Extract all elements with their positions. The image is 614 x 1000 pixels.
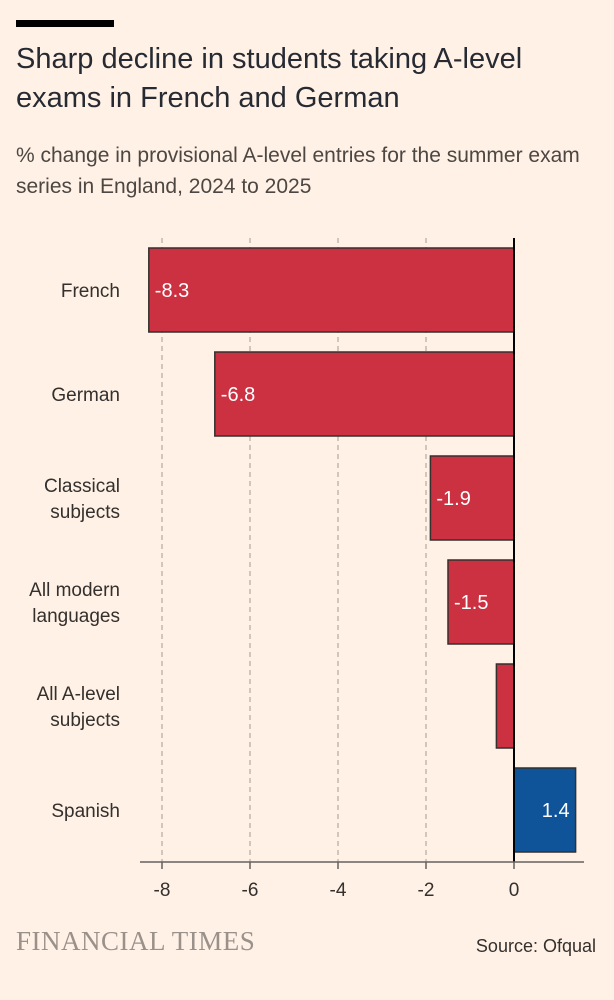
chart-subtitle: % change in provisional A-level entries … xyxy=(16,144,580,198)
bar xyxy=(513,767,577,853)
x-tick-label: -4 xyxy=(330,880,347,901)
bar xyxy=(495,663,515,749)
bar-value-label: -1.5 xyxy=(454,592,488,614)
bar-value-label: -8.3 xyxy=(155,280,189,302)
source-note: Source: Ofqual xyxy=(475,936,596,956)
category-label: German xyxy=(51,385,120,406)
x-tick-label: -2 xyxy=(418,880,435,901)
x-tick-label: 0 xyxy=(509,880,520,901)
bar-chart: -8.3 French -6.8 German -1.9 Classical subject… xyxy=(29,238,584,901)
category-label: French xyxy=(61,281,120,302)
ft-logo: FINANCIAL TIMES xyxy=(16,926,256,956)
bar xyxy=(429,455,515,541)
bar-value-label: -6.8 xyxy=(221,384,255,406)
category-label: Classical xyxy=(44,476,120,497)
x-tick-label: -6 xyxy=(242,880,259,901)
bar xyxy=(148,247,515,333)
category-label: subjects xyxy=(50,710,120,731)
bar xyxy=(447,559,515,645)
bar xyxy=(214,351,515,437)
category-label: languages xyxy=(32,606,120,627)
bar-value-label: -1.9 xyxy=(436,488,470,510)
category-label: All A-level xyxy=(37,684,120,705)
x-tick-label: -8 xyxy=(154,880,171,901)
category-label: Spanish xyxy=(51,801,120,822)
top-rule xyxy=(16,20,114,27)
category-label: subjects xyxy=(50,502,120,523)
bar-value-label: 1.4 xyxy=(542,800,570,822)
chart-title: Sharp decline in students taking A-level… xyxy=(16,43,523,114)
category-label: All modern xyxy=(29,580,120,601)
